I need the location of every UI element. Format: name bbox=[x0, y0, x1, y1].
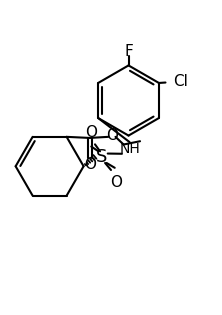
Text: NH: NH bbox=[119, 142, 140, 156]
Text: S: S bbox=[95, 148, 107, 167]
Text: O: O bbox=[84, 157, 96, 172]
Text: O: O bbox=[111, 175, 123, 190]
Text: Cl: Cl bbox=[173, 74, 188, 89]
Text: O: O bbox=[85, 125, 97, 140]
Text: O: O bbox=[106, 128, 118, 143]
Text: F: F bbox=[124, 44, 133, 59]
